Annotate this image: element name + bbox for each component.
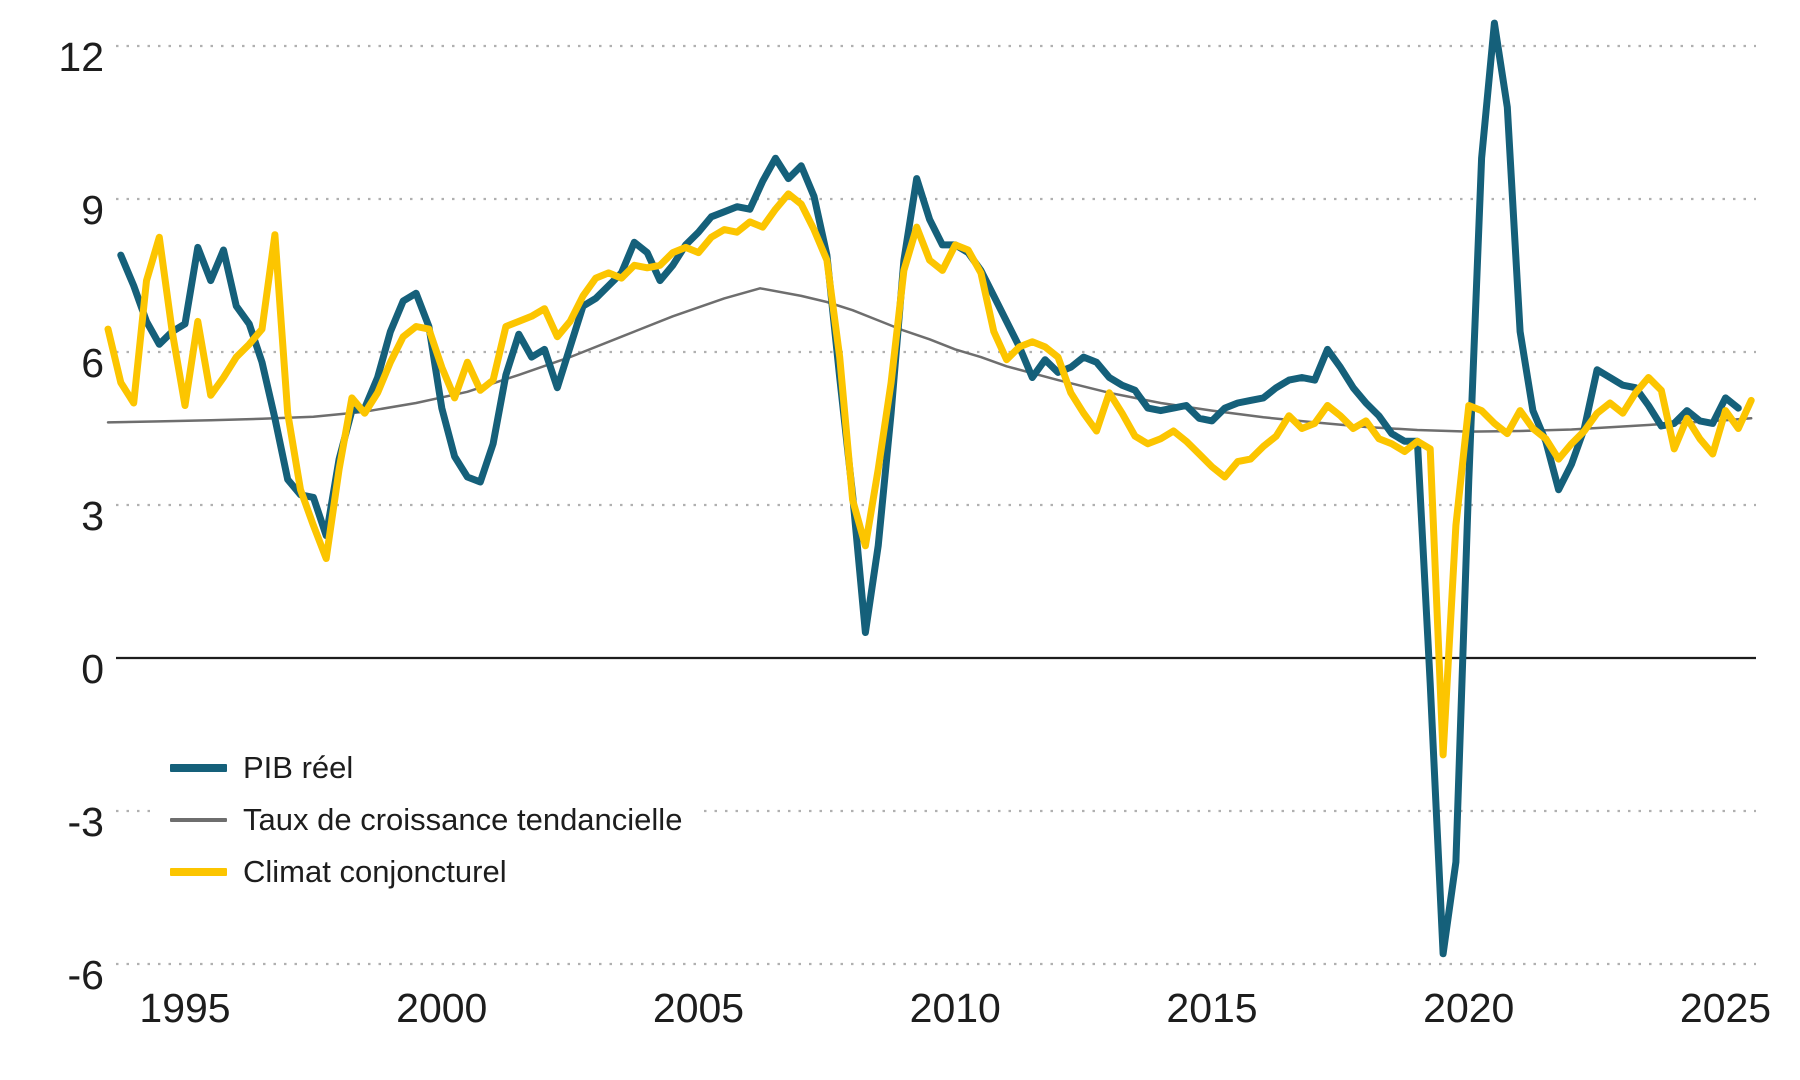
x-axis-tick-label: 2015 <box>1166 985 1257 1031</box>
y-axis-tick-label: 6 <box>81 340 104 386</box>
x-axis-tick-label: 2005 <box>653 985 744 1031</box>
climat-line-swatch <box>170 867 227 877</box>
legend-item-tendance: Taux de croissance tendancielle <box>170 794 682 846</box>
x-axis-tick-label: 2010 <box>910 985 1001 1031</box>
series-line-pib-reel <box>117 19 1742 958</box>
y-axis-tick-label: 0 <box>81 646 104 692</box>
series-line-tendance <box>106 287 1753 433</box>
y-axis-tick-label: -6 <box>68 952 104 998</box>
legend-label: Climat conjoncturel <box>243 854 507 889</box>
y-axis-tick-label: 3 <box>81 493 104 539</box>
trend-line-swatch <box>170 818 227 822</box>
legend-label: PIB réel <box>243 750 354 785</box>
series-line-climat <box>104 190 1755 759</box>
legend-item-pib-reel: PIB réel <box>170 742 682 794</box>
chart-legend: PIB réel Taux de croissance tendancielle… <box>150 740 701 900</box>
x-axis-tick-label: 2025 <box>1680 985 1771 1031</box>
legend-item-climat: Climat conjoncturel <box>170 846 682 898</box>
y-axis-tick-label: 12 <box>58 34 104 80</box>
y-axis-tick-label: -3 <box>68 799 104 845</box>
y-axis-tick-label: 9 <box>81 187 104 233</box>
pib-reel-line-swatch <box>170 763 227 773</box>
x-axis-tick-label: 2000 <box>396 985 487 1031</box>
x-axis-tick-label: 1995 <box>139 985 230 1031</box>
legend-label: Taux de croissance tendancielle <box>243 802 683 837</box>
x-axis-tick-label: 2020 <box>1423 985 1514 1031</box>
